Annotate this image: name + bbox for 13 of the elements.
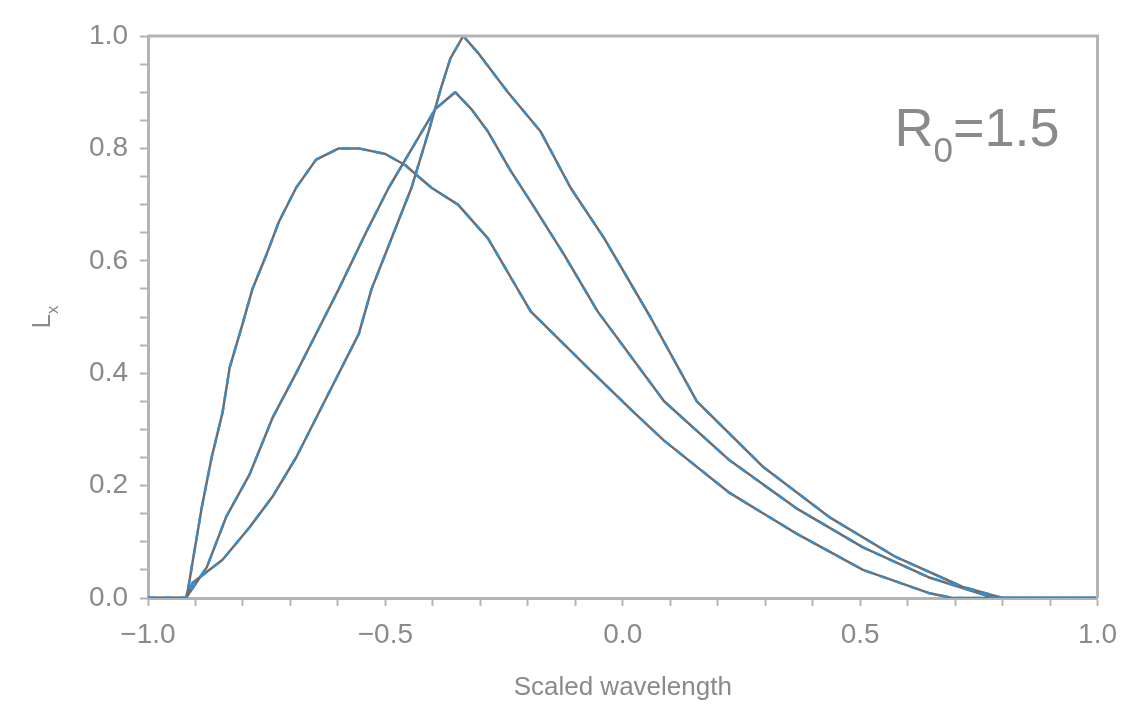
y-tick-label: 0.4 xyxy=(89,355,128,387)
x-axis-title: Scaled wavelength xyxy=(513,671,732,701)
y-tick-label: 0.0 xyxy=(89,580,128,612)
x-tick-label: −1.0 xyxy=(120,617,176,649)
y-axis-title: Lx xyxy=(26,304,62,329)
y-tick-label: 1.0 xyxy=(89,18,128,50)
x-tick-label: 0.0 xyxy=(603,617,643,649)
y-tick-label: 0.2 xyxy=(89,468,128,500)
y-tick-label: 0.8 xyxy=(89,131,128,163)
x-tick-label: 0.5 xyxy=(840,617,880,649)
x-tick-label: −0.5 xyxy=(357,617,414,649)
x-tick-label: 1.0 xyxy=(1078,617,1118,649)
y-tick-label: 0.6 xyxy=(89,243,128,275)
